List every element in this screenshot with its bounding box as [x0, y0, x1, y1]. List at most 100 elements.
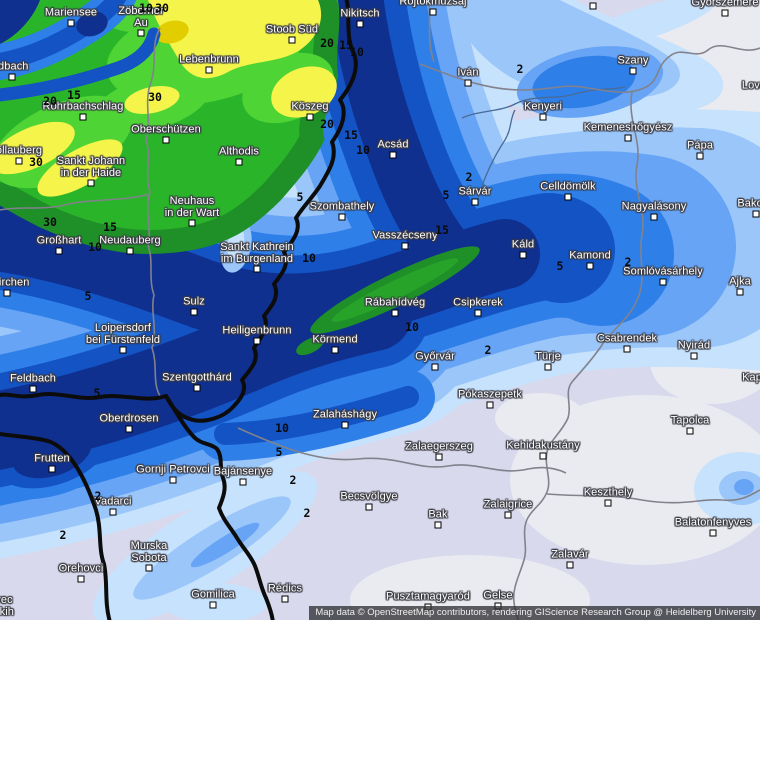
town-marker: [604, 499, 612, 507]
town-marker: [544, 363, 552, 371]
town-label: Oberdrosen: [99, 412, 159, 425]
town-marker: [401, 242, 409, 250]
town-marker: [162, 136, 170, 144]
town-label: Keszthely: [583, 486, 633, 499]
town-label: Somlóvásárhely: [623, 265, 703, 278]
contour-value-label: 10: [139, 1, 153, 15]
town-marker: [564, 193, 572, 201]
contour-value-label: 30: [148, 90, 162, 104]
town-marker: [519, 251, 527, 259]
contour-value-label: 5: [556, 259, 564, 273]
contour-value-label: 30: [155, 1, 169, 15]
town-label: Neudauberg: [99, 234, 161, 247]
town-marker: [125, 425, 133, 433]
town-label: Zalavár: [551, 548, 589, 561]
town-label: Frutten: [34, 452, 70, 465]
contour-value-label: 15: [103, 220, 117, 234]
town-marker: [281, 595, 289, 603]
admin-borders: [0, 0, 760, 620]
town-label: Sulz: [183, 295, 205, 308]
contour-value-label: 5: [93, 386, 101, 400]
town-label: Vasszécseny: [372, 229, 438, 242]
town-marker: [365, 503, 373, 511]
precip-field-svg: [0, 0, 760, 620]
contour-value-label: 5: [296, 190, 304, 204]
town-label: Loipersdorf bei Fürstenfeld: [85, 322, 161, 346]
town-marker: [109, 508, 117, 516]
town-label: Kemeneshőgyész: [583, 121, 673, 134]
town-marker: [288, 36, 296, 44]
town-marker: [67, 19, 75, 27]
town-marker: [566, 561, 574, 569]
contour-value-label: 2: [94, 489, 102, 503]
town-marker: [435, 453, 443, 461]
contour-value-label: 20: [43, 94, 57, 108]
town-label: Großhart: [36, 234, 82, 247]
contour-value-label: 30: [29, 155, 43, 169]
town-label: Káld: [511, 238, 535, 251]
town-marker: [137, 29, 145, 37]
country-borders: [0, 0, 358, 620]
town-label: Bakony: [737, 197, 760, 210]
town-label: Köszeg: [291, 100, 329, 113]
contour-value-label: 2: [484, 343, 492, 357]
town-label: Nagyalásony: [621, 200, 687, 213]
contour-value-label: 30: [43, 215, 57, 229]
town-label: Ajka: [729, 275, 751, 288]
town-marker: [389, 151, 397, 159]
town-marker: [623, 345, 631, 353]
precipitation-map[interactable]: Mariensee Zöberner Au Stoob Süd Nikitsch Roj…: [0, 0, 760, 620]
town-label: Lebenbrunn: [179, 53, 239, 66]
town-marker: [190, 308, 198, 316]
town-label: elkirchen: [0, 276, 30, 289]
town-label: Zalaegerszeg: [405, 440, 473, 453]
town-label: Oberschützen: [131, 123, 201, 136]
contour-value-label: 5: [84, 289, 92, 303]
town-label: Feldbach: [9, 372, 57, 385]
town-label: Győrvár: [415, 350, 455, 363]
town-marker: [696, 152, 704, 160]
town-label: Gelse: [483, 589, 513, 602]
town-marker: [126, 247, 134, 255]
town-marker: [55, 247, 63, 255]
town-label: Stoob Süd: [265, 23, 319, 36]
town-label: Orehovci: [58, 562, 104, 575]
contour-value-label: 5: [442, 188, 450, 202]
contour-value-label: 2: [303, 506, 311, 520]
contour-value-label: 10: [302, 251, 316, 265]
town-label: Rojtokmuzsaj: [399, 0, 467, 8]
town-marker: [356, 20, 364, 28]
town-marker: [589, 2, 597, 10]
town-label: Acsád: [377, 138, 409, 151]
town-marker: [431, 363, 439, 371]
contour-value-label: 10: [275, 421, 289, 435]
contour-value-label: 10: [350, 45, 364, 59]
town-label: Csabrendek: [596, 332, 658, 345]
town-label: Szentgotthárd: [162, 371, 232, 384]
town-label: Kenyeri: [524, 100, 562, 113]
town-marker: [145, 564, 153, 572]
contour-value-label: 2: [59, 528, 67, 542]
town-label: Pókaszepetk: [457, 388, 523, 401]
town-label: Becsvölgye: [340, 490, 398, 503]
town-label: Althodis: [219, 145, 259, 158]
town-label: Neuhaus in der Wart: [164, 195, 220, 219]
town-label: Vadarci: [94, 495, 132, 508]
town-marker: [624, 134, 632, 142]
town-marker: [504, 511, 512, 519]
town-label: Győrszemere: [691, 0, 759, 9]
town-label: Sárvár: [458, 185, 492, 198]
town-label: Kamond: [569, 249, 611, 262]
town-marker: [239, 478, 247, 486]
town-label: Pusztamagyaród: [386, 590, 470, 603]
town-label: Csipkerek: [453, 296, 503, 309]
town-marker: [686, 427, 694, 435]
town-label: Bak: [428, 508, 448, 521]
contour-value-label: 5: [275, 445, 283, 459]
town-marker: [736, 288, 744, 296]
town-label: Lová: [741, 79, 760, 92]
town-marker: [77, 575, 85, 583]
contour-value-label: 15: [344, 128, 358, 142]
town-marker: [471, 198, 479, 206]
precip-green-core: [296, 246, 480, 356]
